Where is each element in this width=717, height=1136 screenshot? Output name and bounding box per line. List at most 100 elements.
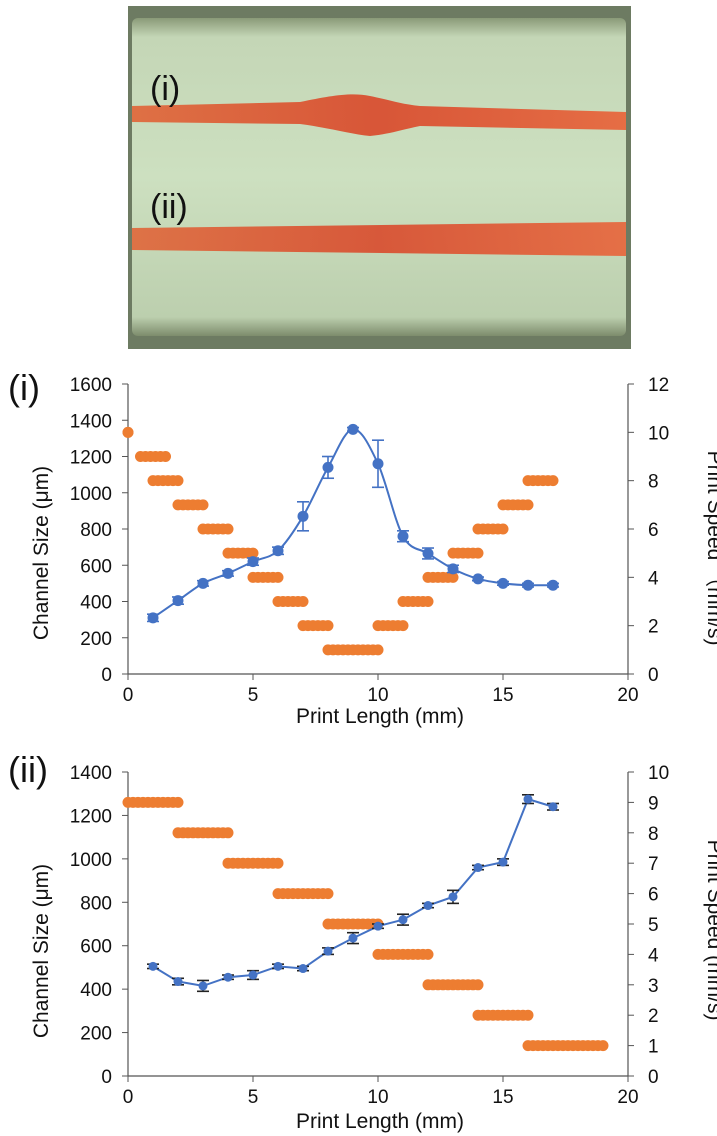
print-speed-point <box>222 827 234 839</box>
y-tick-label: 200 <box>80 629 112 650</box>
channel-size-line <box>152 797 554 987</box>
y2-tick-label: 3 <box>648 976 659 997</box>
channel-size-point <box>498 857 508 867</box>
y-tick-label: 1200 <box>70 448 112 469</box>
print-speed-point <box>422 948 434 960</box>
y2-tick-label: 1 <box>648 1037 659 1058</box>
channel-size-point <box>547 579 559 591</box>
y-tick-label: 1200 <box>70 806 112 827</box>
x-tick-label: 15 <box>492 685 513 706</box>
print-speed-point <box>322 620 334 632</box>
y2-axis-title: Print Speed （mm/s) <box>703 451 717 646</box>
y-tick-label: 600 <box>80 556 112 577</box>
y2-tick-label: 0 <box>648 665 659 686</box>
y2-tick-label: 2 <box>648 617 659 638</box>
print-speed-point <box>397 620 409 632</box>
channel-size-point <box>272 545 284 557</box>
print-speed-point <box>247 547 259 559</box>
y2-tick-label: 0 <box>648 1067 659 1088</box>
channel-size-point <box>422 547 434 559</box>
x-tick-label: 10 <box>367 685 388 706</box>
y-tick-label: 0 <box>101 1067 112 1088</box>
print-speed-point <box>172 475 184 487</box>
print-speed-point <box>547 475 559 487</box>
y-tick-label: 1000 <box>70 850 112 871</box>
x-axis-title: Print Length (mm) <box>296 705 464 728</box>
channel-size-point <box>223 972 233 982</box>
chart-panel-i: (i) 020040060080010001200140016000246810… <box>8 367 717 728</box>
y-tick-label: 600 <box>80 937 112 958</box>
y-tick-label: 0 <box>101 665 112 686</box>
print-speed-point <box>447 571 459 583</box>
channel-size-point <box>372 458 384 470</box>
channel-size-point <box>247 556 259 568</box>
print-speed-point <box>160 451 171 462</box>
channel-ii <box>132 222 626 256</box>
print-speed-point <box>497 523 509 535</box>
channel-photograph: (i) (ii) <box>128 6 631 349</box>
print-speed-point <box>472 979 484 991</box>
photo-label-i: (i) <box>150 70 180 108</box>
y2-tick-label: 9 <box>648 793 659 814</box>
channel-size-point <box>147 612 159 624</box>
gel-block <box>132 18 626 336</box>
channel-size-point <box>172 595 184 607</box>
print-speed-point <box>522 499 534 511</box>
channel-size-point <box>322 461 334 473</box>
x-tick-label: 10 <box>367 1087 388 1108</box>
photo-label-ii: (ii) <box>150 188 188 226</box>
print-speed-series <box>122 426 559 656</box>
print-speed-point <box>372 644 384 656</box>
channel-size-point <box>472 573 484 585</box>
channel-size-point <box>347 423 359 435</box>
channel-size-point <box>398 915 408 925</box>
print-speed-point <box>197 499 209 511</box>
channel-size-point <box>198 981 208 991</box>
print-speed-point <box>222 523 234 535</box>
channel-size-series <box>147 423 559 624</box>
print-speed-point <box>597 1040 609 1052</box>
channel-size-point <box>148 961 158 971</box>
channel-size-point <box>298 964 308 974</box>
axes <box>122 771 634 1082</box>
channel-size-point <box>273 961 283 971</box>
channel-size-point <box>522 579 534 591</box>
x-tick-label: 0 <box>123 1087 134 1108</box>
channel-size-point <box>473 863 483 873</box>
x-tick-label: 5 <box>248 1087 259 1108</box>
tick-labels: 0 200 400 600 800 1000 1200 1400 1600 0 2 4 6 8 10 12 0 5… <box>70 375 669 706</box>
channel-size-point <box>197 577 209 589</box>
print-speed-point <box>172 796 184 808</box>
x-tick-label: 5 <box>248 685 259 706</box>
print-speed-point <box>522 1009 534 1021</box>
x-tick-label: 15 <box>492 1087 513 1108</box>
y2-tick-label: 8 <box>648 472 659 493</box>
panel-label: (ii) <box>8 749 48 790</box>
chart-panel-ii: (ii) 02004006008001000120014000123456789… <box>8 749 717 1133</box>
channel-size-point <box>523 794 533 804</box>
print-speed-point <box>472 547 484 559</box>
y-axis-title: Channel Size (μm) <box>30 864 53 1038</box>
y-axis-title: Channel Size (μm) <box>30 466 53 640</box>
y-tick-label: 800 <box>80 893 112 914</box>
channel-size-point <box>497 577 509 589</box>
y-tick-label: 1600 <box>70 375 112 396</box>
channel-size-point <box>548 802 558 812</box>
print-speed-point <box>272 571 284 583</box>
print-speed-point <box>297 596 309 607</box>
y2-axis-title: Print Speed (mm/s) <box>703 840 717 1021</box>
channel-size-point <box>222 567 234 579</box>
channel-size-point <box>397 530 409 542</box>
y2-tick-label: 7 <box>648 854 659 875</box>
print-speed-point <box>272 857 284 869</box>
print-speed-series <box>122 796 609 1052</box>
channel-size-point <box>297 510 309 522</box>
channel-size-point <box>448 892 458 902</box>
channel-size-point <box>248 970 258 980</box>
y2-tick-label: 12 <box>648 375 669 396</box>
channel-size-point <box>423 901 433 911</box>
y-tick-label: 1000 <box>70 484 112 505</box>
y-tick-label: 1400 <box>70 763 112 784</box>
y2-tick-label: 6 <box>648 520 659 541</box>
y-tick-label: 400 <box>80 593 112 614</box>
